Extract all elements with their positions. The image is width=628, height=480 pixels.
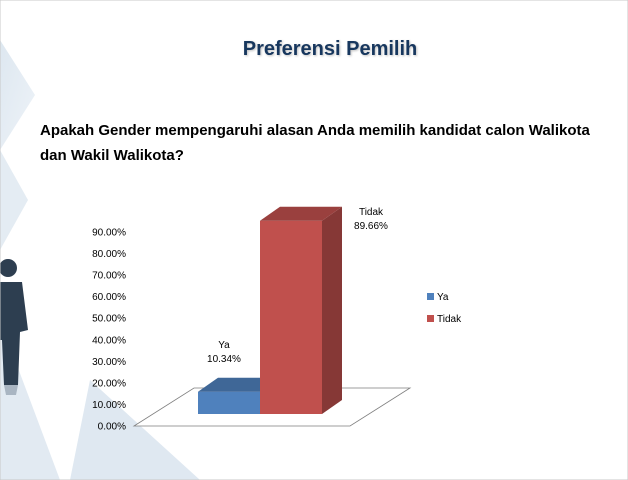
legend: Ya Tidak xyxy=(427,292,462,325)
bar-front-tidak xyxy=(260,220,322,414)
y-tick-label: 40.00% xyxy=(92,335,126,346)
data-label-value-ya: 10.34% xyxy=(207,354,241,365)
decor-shape-top xyxy=(0,40,35,150)
bar-top-ya xyxy=(198,377,280,392)
y-tick-label: 90.00% xyxy=(92,228,126,239)
bar-tidak xyxy=(260,206,342,414)
y-tick-label: 80.00% xyxy=(92,249,126,260)
data-label-name-tidak: Tidak xyxy=(359,207,384,218)
survey-question: Apakah Gender mempengaruhi alasan Anda m… xyxy=(40,122,590,164)
data-labels: Ya 10.34% Tidak 89.66% xyxy=(207,207,388,365)
y-tick-label: 70.00% xyxy=(92,271,126,282)
y-tick-label: 30.00% xyxy=(92,357,126,368)
y-axis: 0.00% 10.00% 20.00% 30.00% 40.00% 50.00% 60.00… xyxy=(92,228,126,433)
y-tick-label: 0.00% xyxy=(98,422,126,433)
data-label-value-tidak: 89.66% xyxy=(354,221,388,232)
slide-title: Preferensi Pemilih xyxy=(242,38,418,60)
bar-side-tidak xyxy=(322,206,342,414)
data-label-name-ya: Ya xyxy=(218,340,230,351)
decor-shape-bottom xyxy=(70,380,200,480)
bar-top-tidak xyxy=(260,206,342,221)
legend-label-tidak: Tidak xyxy=(437,314,462,325)
legend-swatch-ya xyxy=(427,293,434,300)
legend-label-ya: Ya xyxy=(437,292,449,303)
bar-front-ya xyxy=(198,391,260,414)
y-tick-label: 60.00% xyxy=(92,292,126,303)
businessman-silhouette-icon xyxy=(0,259,28,395)
bars xyxy=(198,206,342,414)
y-tick-label: 50.00% xyxy=(92,314,126,325)
y-tick-label: 10.00% xyxy=(92,400,126,411)
legend-swatch-tidak xyxy=(427,315,434,322)
decor-shape-mid xyxy=(0,150,28,250)
y-tick-label: 20.00% xyxy=(92,378,126,389)
